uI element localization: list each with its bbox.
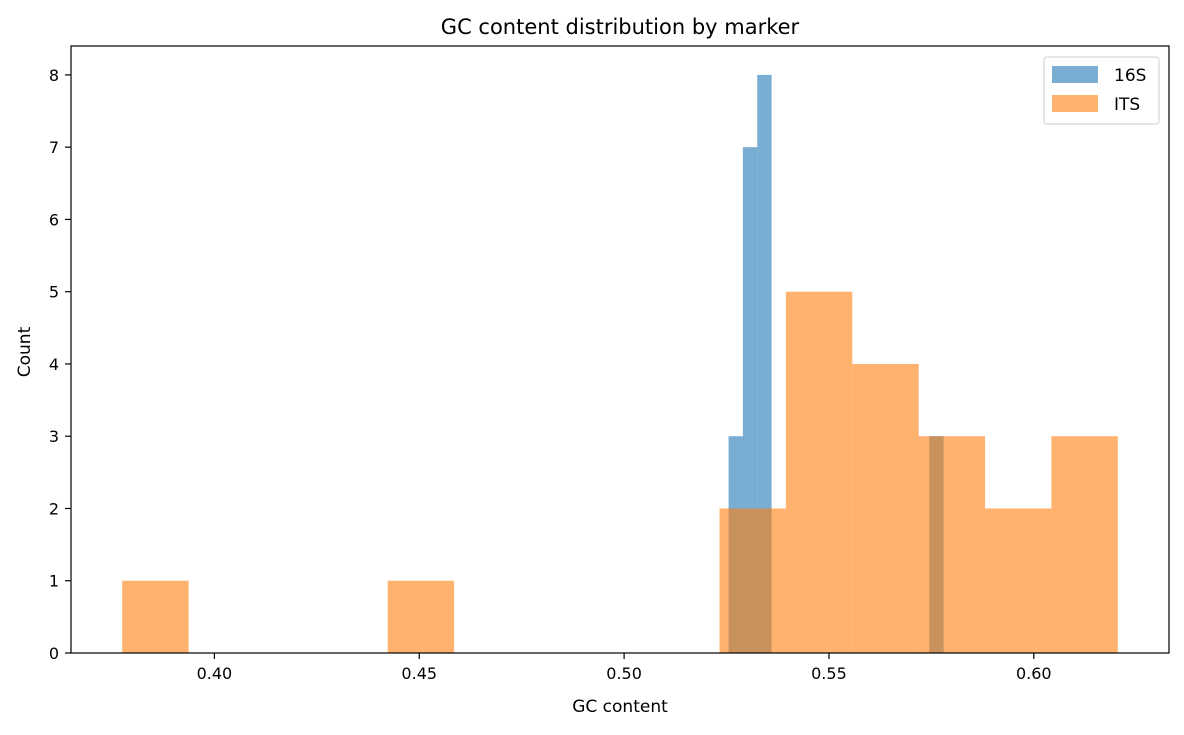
y-tick-label: 5 [49, 283, 59, 302]
y-tick-label: 8 [49, 66, 59, 85]
bar-16s-2 [757, 74, 772, 653]
y-tick-label: 3 [49, 427, 59, 446]
axes-layer: 0.40 0.45 0.50 0.55 0.60 0 1 2 3 4 5 6 7 8 [49, 45, 1170, 683]
bar-its-0 [122, 580, 189, 653]
x-tick-label: 0.45 [401, 664, 437, 683]
legend-swatch-16s [1052, 66, 1098, 83]
bar-its-12 [918, 436, 986, 653]
bar-its-10 [785, 291, 853, 653]
bar-its-13 [985, 508, 1052, 653]
y-tick-label: 0 [49, 644, 59, 663]
x-tick-label: 0.40 [197, 664, 233, 683]
y-axis-label: Count [15, 326, 35, 377]
bar-its-4 [387, 580, 455, 653]
x-axis-label: GC content [572, 697, 668, 717]
x-tick-label: 0.55 [811, 664, 847, 683]
legend-label-its: ITS [1114, 95, 1140, 115]
plot-frame [70, 45, 1170, 654]
bar-its-9 [719, 508, 786, 653]
y-tick-label: 6 [49, 210, 59, 229]
bars-layer [122, 74, 1118, 653]
y-tick-label: 7 [49, 138, 59, 157]
y-tick-label: 4 [49, 355, 59, 374]
x-tick-label: 0.60 [1016, 664, 1052, 683]
y-tick-label: 1 [49, 572, 59, 591]
bar-its-14 [1051, 436, 1118, 653]
legend-label-16s: 16S [1114, 66, 1146, 86]
bar-its-11 [852, 363, 919, 653]
legend: 16S ITS [1043, 56, 1160, 125]
chart-title: GC content distribution by marker [441, 15, 800, 39]
x-tick-label: 0.50 [606, 664, 642, 683]
legend-swatch-its [1052, 95, 1098, 112]
y-tick-label: 2 [49, 499, 59, 518]
